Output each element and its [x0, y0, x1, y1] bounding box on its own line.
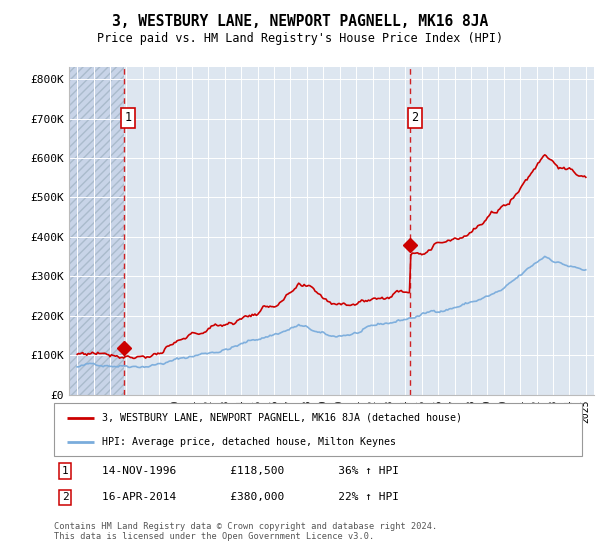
Text: 14-NOV-1996        £118,500        36% ↑ HPI: 14-NOV-1996 £118,500 36% ↑ HPI — [101, 466, 398, 476]
Text: 3, WESTBURY LANE, NEWPORT PAGNELL, MK16 8JA (detached house): 3, WESTBURY LANE, NEWPORT PAGNELL, MK16 … — [101, 413, 461, 423]
Text: 1: 1 — [125, 111, 132, 124]
Text: 3, WESTBURY LANE, NEWPORT PAGNELL, MK16 8JA: 3, WESTBURY LANE, NEWPORT PAGNELL, MK16 … — [112, 14, 488, 29]
Bar — [69, 67, 124, 395]
Text: Contains HM Land Registry data © Crown copyright and database right 2024.
This d: Contains HM Land Registry data © Crown c… — [54, 522, 437, 542]
FancyBboxPatch shape — [54, 403, 582, 456]
Text: 2: 2 — [412, 111, 419, 124]
Text: 16-APR-2014        £380,000        22% ↑ HPI: 16-APR-2014 £380,000 22% ↑ HPI — [101, 492, 398, 502]
Text: 2: 2 — [62, 492, 68, 502]
Text: HPI: Average price, detached house, Milton Keynes: HPI: Average price, detached house, Milt… — [101, 437, 395, 447]
Text: Price paid vs. HM Land Registry's House Price Index (HPI): Price paid vs. HM Land Registry's House … — [97, 32, 503, 45]
Text: 1: 1 — [62, 466, 68, 476]
